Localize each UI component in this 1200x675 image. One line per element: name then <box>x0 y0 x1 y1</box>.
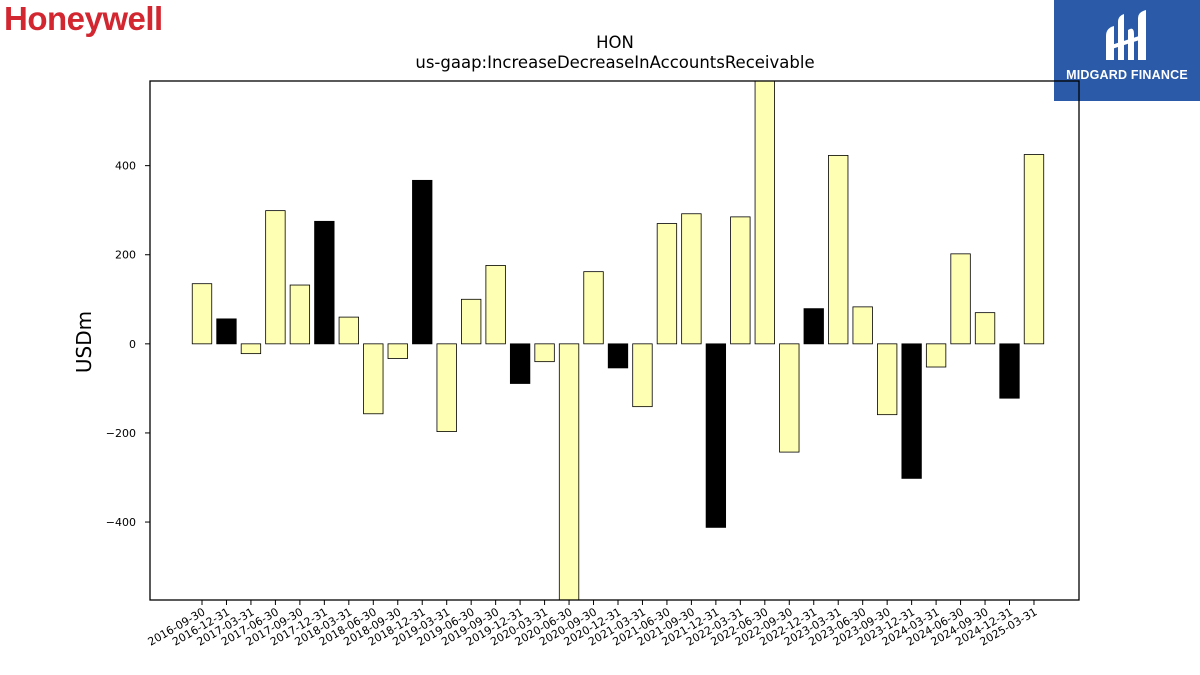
bar-2017-09-30 <box>289 284 311 345</box>
bar-2024-06-30 <box>950 253 971 345</box>
y-axis-label: USDm <box>72 311 96 373</box>
bar-2018-09-30 <box>387 343 408 359</box>
bar-2024-12-31 <box>999 343 1020 399</box>
bar-2025-03-31 <box>1023 154 1045 345</box>
bar-2022-06-30 <box>754 80 775 345</box>
y-axis-ticks: −400 −200 0 200 400 <box>106 160 150 529</box>
midgard-finance-logo: MIDGARD FINANCE <box>1054 0 1200 101</box>
bar-2023-06-30 <box>852 306 873 345</box>
bars-group <box>191 80 1045 601</box>
bar-2022-03-31 <box>730 216 751 345</box>
x-axis-ticks: 2016-09-302016-12-312017-03-312017-06-30… <box>146 600 1039 649</box>
bar-2018-03-31 <box>338 316 359 345</box>
y-tick-label: 200 <box>115 249 136 262</box>
bar-2017-12-31 <box>314 220 335 345</box>
bar-2021-09-30 <box>681 213 702 345</box>
bar-2019-03-31 <box>436 343 457 432</box>
bar-2023-03-31 <box>828 154 849 345</box>
bar-2016-12-31 <box>216 318 237 345</box>
bar-2018-06-30 <box>363 343 384 415</box>
bar-2021-12-31 <box>705 343 727 528</box>
bar-2020-03-31 <box>534 343 555 363</box>
bar-2021-03-31 <box>632 343 653 408</box>
bar-2023-12-31 <box>901 343 922 479</box>
y-tick-label: 400 <box>115 160 136 173</box>
bar-2020-09-30 <box>583 271 604 345</box>
y-tick-label: −400 <box>106 516 136 529</box>
chart-title: HON <box>596 33 634 52</box>
bar-2017-03-31 <box>240 343 262 355</box>
y-tick-label: 0 <box>129 338 136 351</box>
bar-2019-09-30 <box>485 265 506 345</box>
y-tick-label: −200 <box>106 427 136 440</box>
bar-2018-12-31 <box>412 179 433 345</box>
bar-2020-12-31 <box>607 343 629 369</box>
honeywell-logo: Honeywell <box>4 0 163 37</box>
bar-2023-09-30 <box>877 343 898 416</box>
bar-2022-09-30 <box>779 343 800 453</box>
bar-2016-09-30 <box>191 283 213 345</box>
bar-2024-09-30 <box>974 312 996 345</box>
bar-2022-12-31 <box>803 308 824 345</box>
midgard-emblem-icon <box>1106 10 1146 60</box>
plot-frame <box>149 80 1080 601</box>
bar-2024-03-31 <box>925 343 947 368</box>
chart-subtitle: us-gaap:IncreaseDecreaseInAccountsReceiv… <box>415 53 814 72</box>
midgard-logo-text: MIDGARD FINANCE <box>1066 68 1188 82</box>
bar-2019-06-30 <box>461 298 482 345</box>
bar-2021-06-30 <box>656 223 678 345</box>
bar-2019-12-31 <box>509 343 531 384</box>
bar-2017-06-30 <box>265 210 286 345</box>
bar-2020-06-30 <box>558 343 580 601</box>
